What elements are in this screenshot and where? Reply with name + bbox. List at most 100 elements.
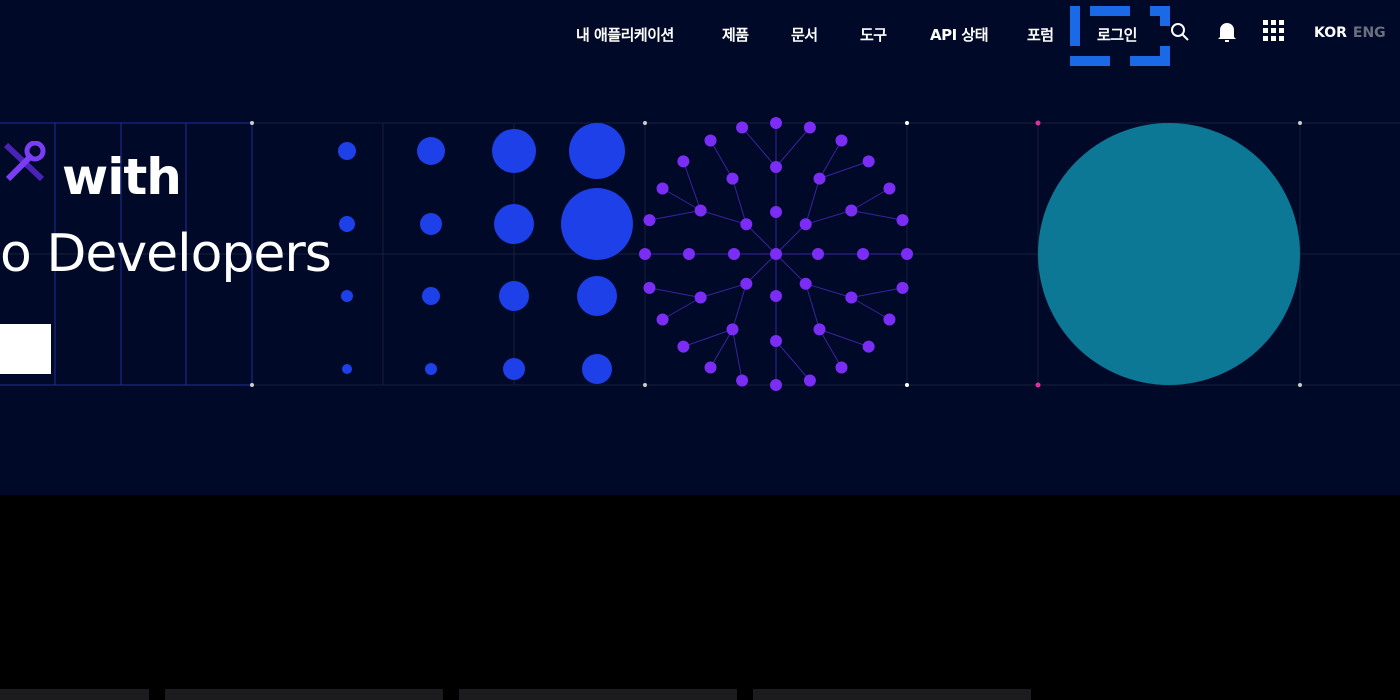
- network-edge: [805, 283, 820, 330]
- network-node: [813, 172, 826, 185]
- network-edge: [732, 178, 747, 225]
- card-placeholder[interactable]: [165, 689, 443, 700]
- network-node: [643, 214, 656, 227]
- grid-node: [1298, 383, 1302, 387]
- network-node: [845, 291, 858, 304]
- hero-banner: with o Developers 내 애플리케이션 제품 문서 도구 API …: [0, 0, 1400, 495]
- network-node: [770, 206, 782, 218]
- grid-node: [643, 383, 647, 387]
- nav-forum[interactable]: 포럼: [1027, 26, 1054, 44]
- nav-products[interactable]: 제품: [722, 26, 749, 44]
- network-node: [736, 374, 749, 387]
- card-placeholder[interactable]: [753, 689, 1031, 700]
- blue-dot: [338, 142, 356, 160]
- network-edge: [682, 161, 702, 211]
- lang-eng[interactable]: ENG: [1352, 25, 1386, 41]
- top-nav: 내 애플리케이션 제품 문서 도구 API 상태 포럼: [0, 0, 1400, 66]
- tools-icon: [3, 141, 46, 182]
- network-node: [862, 155, 875, 168]
- network-node: [901, 248, 913, 260]
- search-icon[interactable]: [1170, 22, 1190, 42]
- network-node: [683, 248, 695, 260]
- network-edge: [649, 287, 701, 298]
- blue-dot: [569, 123, 625, 179]
- blue-dot: [420, 213, 442, 235]
- network-node: [726, 323, 739, 336]
- network-node: [770, 290, 782, 302]
- network-edge: [732, 283, 747, 330]
- network-node: [643, 281, 656, 294]
- blue-dot: [342, 364, 352, 374]
- network-node: [799, 218, 812, 231]
- network-edge: [700, 283, 747, 298]
- network-node: [896, 214, 909, 227]
- network-node: [845, 204, 858, 217]
- card-placeholder[interactable]: [0, 689, 149, 700]
- network-node: [812, 248, 824, 260]
- network-node: [656, 182, 669, 195]
- network-node: [740, 218, 753, 231]
- network-node: [883, 182, 896, 195]
- network-edge: [710, 329, 733, 368]
- bell-icon[interactable]: [1217, 21, 1237, 43]
- grid-node: [905, 383, 909, 387]
- network-node: [704, 361, 717, 374]
- network-edge: [805, 283, 852, 298]
- network-node: [694, 291, 707, 304]
- network-edge: [683, 328, 733, 348]
- teal-circle: [1038, 123, 1300, 385]
- network-node: [704, 134, 717, 147]
- network-edge: [745, 253, 777, 285]
- network-edge: [775, 127, 811, 168]
- card-placeholder[interactable]: [459, 689, 737, 700]
- lang-kor[interactable]: KOR: [1314, 25, 1347, 41]
- network-edge: [741, 127, 777, 168]
- blue-dot: [492, 129, 536, 173]
- network-node: [677, 155, 690, 168]
- network-edge: [805, 210, 852, 225]
- grid-node: [1035, 120, 1041, 126]
- network-edge: [662, 188, 701, 211]
- hero-cta-button[interactable]: [0, 324, 51, 374]
- network-node: [694, 204, 707, 217]
- network-node: [835, 361, 848, 374]
- network-node: [896, 281, 909, 294]
- blue-dot: [494, 204, 534, 244]
- network-node: [799, 277, 812, 290]
- network-node: [728, 248, 740, 260]
- network-edge: [819, 328, 869, 348]
- network-node: [726, 172, 739, 185]
- blue-dot: [425, 363, 437, 375]
- network-node: [770, 161, 782, 173]
- network-edge: [775, 253, 807, 285]
- network-edge: [851, 287, 903, 298]
- nav-tools[interactable]: 도구: [860, 26, 887, 44]
- grid-node: [1035, 382, 1041, 388]
- network-edge: [851, 297, 890, 320]
- blue-dot: [561, 188, 633, 260]
- blue-dot: [417, 137, 445, 165]
- network-edge: [819, 329, 842, 368]
- nav-docs[interactable]: 문서: [791, 26, 818, 44]
- network-node: [813, 323, 826, 336]
- network-edge: [819, 140, 842, 179]
- network-edge: [775, 340, 811, 381]
- login-focus-frame: [1070, 6, 1170, 66]
- network-edge: [851, 188, 890, 211]
- grid-node: [250, 121, 254, 125]
- blue-dot: [582, 354, 612, 384]
- network-edge: [745, 223, 777, 255]
- network-edge: [649, 210, 701, 221]
- nav-my-applications[interactable]: 내 애플리케이션: [576, 26, 674, 44]
- apps-grid-icon[interactable]: [1263, 20, 1285, 42]
- grid-node: [905, 121, 909, 125]
- blue-dot: [339, 216, 355, 232]
- network-edge: [805, 178, 820, 225]
- hero-illustration: [0, 117, 1400, 391]
- network-node: [835, 134, 848, 147]
- nav-api-status[interactable]: API 상태: [930, 26, 989, 44]
- language-switch: KOR ENG: [1314, 25, 1386, 41]
- network-node: [740, 277, 753, 290]
- login-link[interactable]: 로그인: [1097, 26, 1137, 44]
- network-node: [883, 313, 896, 326]
